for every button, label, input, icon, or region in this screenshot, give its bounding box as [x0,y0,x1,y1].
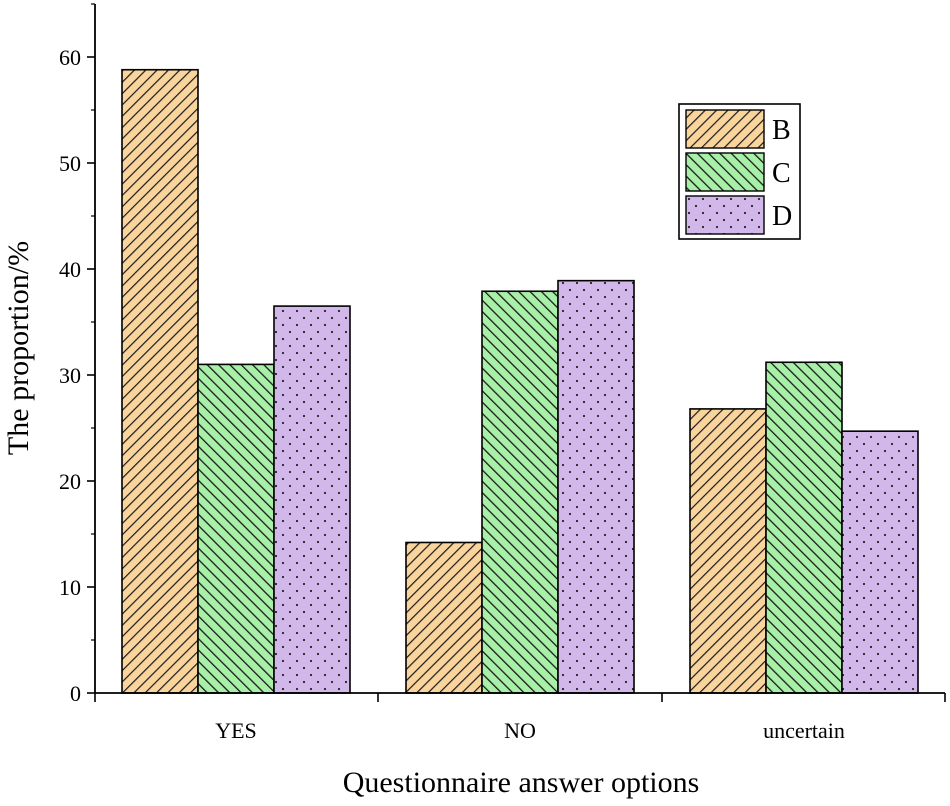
bar-B-YES [121,68,199,694]
bar-C-YES [197,363,275,694]
bars-group [121,68,919,694]
y-tick-label: 50 [59,151,81,176]
legend-label-D: D [772,201,792,232]
bar-C-NO [481,290,559,694]
bar-B-uncertain [689,408,767,694]
bar-D-YES [273,305,351,694]
y-tick-label: 10 [59,575,81,600]
x-tick-label: YES [215,718,257,743]
y-axis-title: The proportion/% [2,241,35,455]
legend-label-C: C [772,158,791,189]
y-tick-label: 60 [59,45,81,70]
bar-B-NO [405,541,483,694]
bar-C-uncertain [765,361,843,694]
y-tick-label: 40 [59,257,81,282]
bar-D-uncertain [841,430,919,694]
y-tick-label: 30 [59,363,81,388]
bar-D-NO [557,279,635,694]
x-tick-label: uncertain [763,718,845,743]
legend-swatch-C [685,152,765,192]
x-axis-title: Questionnaire answer options [343,766,700,799]
legend-swatch-B [685,109,765,149]
y-tick-label: 20 [59,469,81,494]
legend-label-B: B [772,115,791,146]
legend-swatch-D [685,195,765,235]
legend: BCD [678,103,801,240]
x-tick-label: NO [504,718,536,743]
ticks-group: 0 10 20 30 40 50 60 YES NO uncertain [59,3,946,743]
axes-group [94,4,945,694]
y-tick-label: 0 [70,681,81,706]
